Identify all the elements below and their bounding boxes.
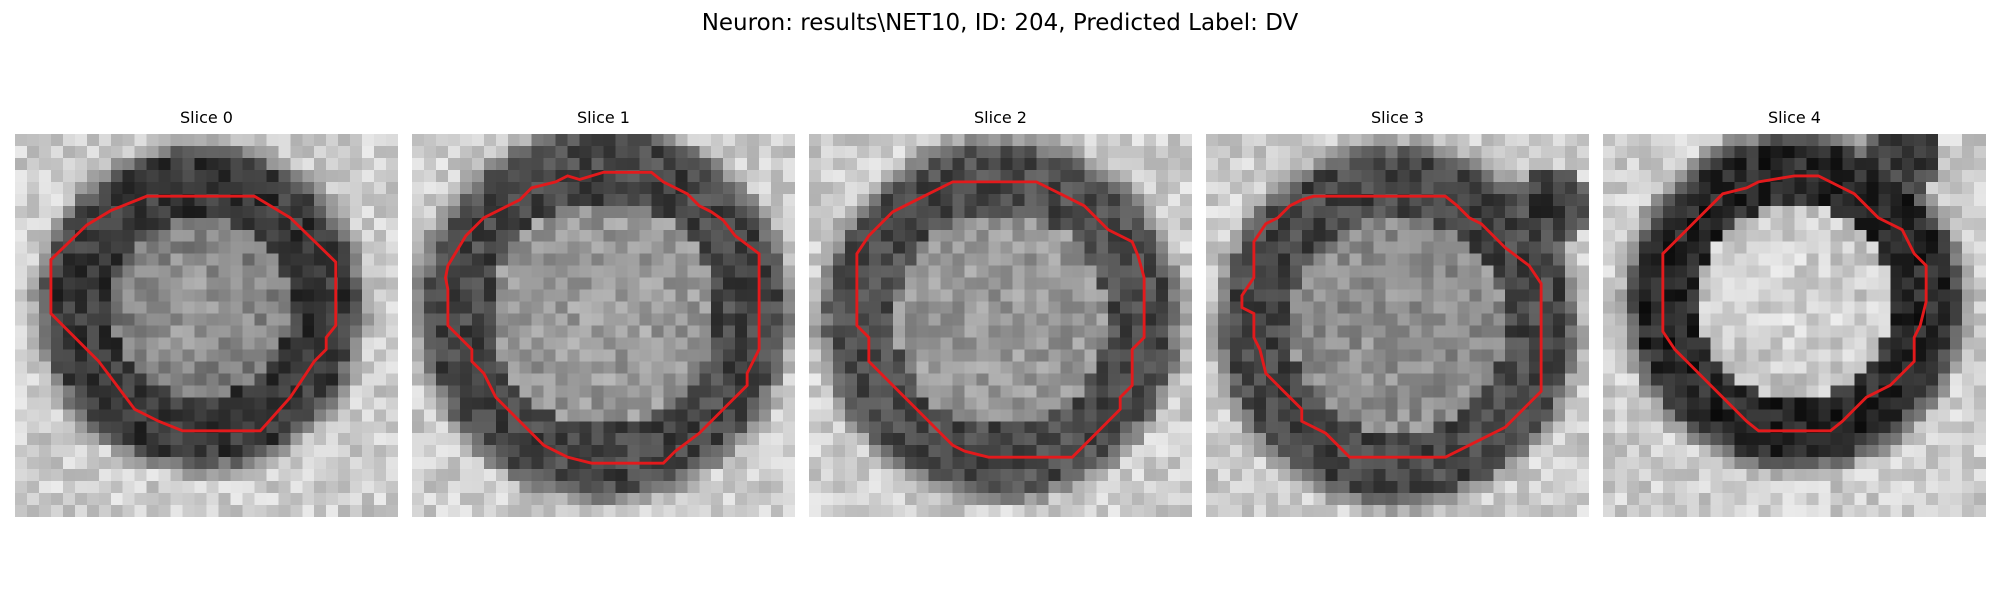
slice-0-image <box>15 134 398 517</box>
slice-panel-2: Slice 2 <box>809 108 1192 517</box>
slice-1-pixels <box>412 134 795 517</box>
slice-1-image <box>412 134 795 517</box>
slice-panel-3: Slice 3 <box>1206 108 1589 517</box>
slice-3-pixels <box>1206 134 1589 517</box>
slice-3-title: Slice 3 <box>1371 108 1424 127</box>
slice-panel-4: Slice 4 <box>1603 108 1986 517</box>
slice-2-outline <box>855 180 1146 459</box>
slice-2-title: Slice 2 <box>974 108 1027 127</box>
slice-2-image <box>809 134 1192 517</box>
slice-4-image <box>1603 134 1986 517</box>
slice-3-image <box>1206 134 1589 517</box>
slice-4-outline <box>1661 174 1928 433</box>
figure-title: Neuron: results\NET10, ID: 204, Predicte… <box>701 10 1299 36</box>
slice-0-pixels <box>15 134 398 517</box>
slice-0-title: Slice 0 <box>180 108 233 127</box>
slice-1-title: Slice 1 <box>577 108 630 127</box>
slice-4-pixels <box>1603 134 1986 517</box>
slice-1-outline <box>444 170 761 465</box>
slice-3-outline <box>1240 194 1543 459</box>
slice-0-outline <box>49 194 338 433</box>
slice-panel-0: Slice 0 <box>15 108 398 517</box>
slice-4-title: Slice 4 <box>1768 108 1821 127</box>
slice-panel-1: Slice 1 <box>412 108 795 517</box>
slice-2-pixels <box>809 134 1192 517</box>
